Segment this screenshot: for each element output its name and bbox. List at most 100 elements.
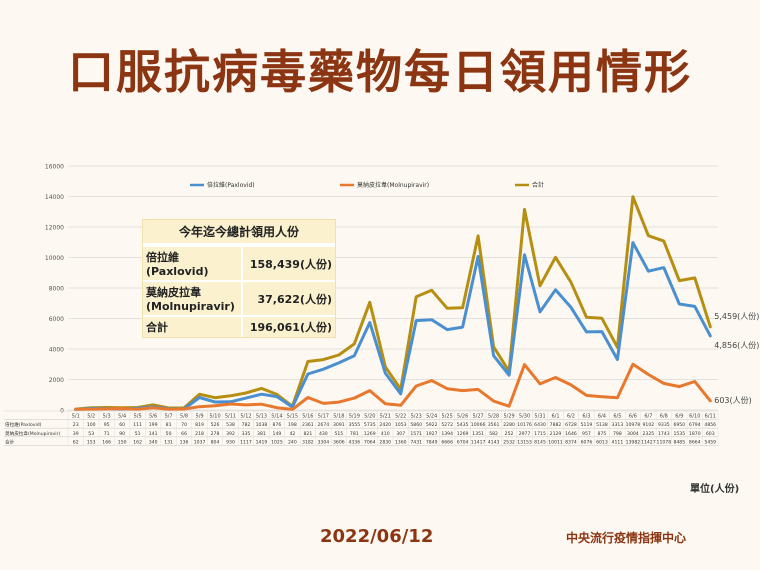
table-cell: 10978 [626, 422, 641, 428]
table-cell: 5138 [596, 422, 608, 428]
x-tick-label: 5/10 [209, 414, 220, 420]
table-cell: 7431 [410, 439, 422, 445]
end-label-total: 5,459(人份) [714, 311, 759, 321]
x-tick-label: 6/5 [613, 414, 621, 420]
table-cell: 136 [180, 439, 189, 445]
summary-label: 莫納皮拉韋 [146, 286, 201, 299]
table-cell: 1394 [441, 431, 453, 437]
table-row-label: 倍拉維(Paxlovid) [5, 421, 42, 428]
x-tick-label: 5/11 [225, 414, 236, 420]
y-tick-label: 8000 [49, 286, 64, 293]
table-cell: 1715 [534, 431, 546, 437]
table-cell: 307 [396, 431, 405, 437]
table-cell: 278 [211, 431, 220, 437]
table-cell: 1535 [673, 431, 685, 437]
x-tick-label: 5/31 [534, 414, 545, 420]
table-cell: 10011 [548, 439, 563, 445]
y-tick-label: 4000 [49, 347, 64, 354]
x-tick-label: 6/10 [689, 414, 700, 420]
table-cell: 875 [598, 431, 607, 437]
x-tick-label: 5/14 [271, 414, 282, 420]
table-cell: 3606 [333, 439, 345, 445]
table-cell: 39 [73, 431, 79, 437]
table-cell: 6794 [689, 422, 701, 428]
x-tick-label: 5/13 [256, 414, 267, 420]
table-cell: 7849 [426, 439, 438, 445]
x-tick-label: 5/18 [333, 414, 344, 420]
x-tick-label: 6/3 [582, 414, 590, 420]
x-tick-label: 5/3 [103, 414, 111, 420]
table-cell: 5459 [704, 439, 716, 445]
table-cell: 11427 [641, 439, 656, 445]
table-cell: 252 [505, 431, 514, 437]
table-cell: 603 [706, 431, 715, 437]
unit-label: 單位(人份) [690, 484, 740, 495]
legend-label: 倍拉維(Paxlovid) [207, 181, 255, 189]
table-cell: 162 [133, 439, 142, 445]
y-tick-label: 16000 [45, 164, 64, 171]
x-tick-label: 5/22 [395, 414, 406, 420]
table-cell: 1360 [395, 439, 407, 445]
x-tick-label: 5/24 [426, 414, 437, 420]
table-cell: 95 [104, 422, 110, 428]
table-cell: 6666 [441, 439, 453, 445]
table-cell: 5922 [426, 422, 438, 428]
table-cell: 9102 [643, 422, 655, 428]
table-cell: 141 [149, 431, 158, 437]
table-cell: 198 [288, 422, 297, 428]
table-cell: 381 [257, 431, 266, 437]
table-cell: 821 [303, 431, 312, 437]
table-cell: 6013 [596, 439, 608, 445]
summary-title: 今年迄今總計領用人份 [143, 220, 335, 245]
table-cell: 410 [381, 431, 390, 437]
table-cell: 7882 [550, 422, 562, 428]
summary-sublabel: (Molnupiravir) [146, 300, 235, 313]
x-tick-label: 5/21 [380, 414, 391, 420]
page-title: 口服抗病毒藥物每日領用情形 [68, 45, 692, 99]
table-cell: 6430 [534, 422, 546, 428]
x-tick-label: 6/6 [629, 414, 637, 420]
x-tick-label: 5/9 [196, 414, 204, 420]
x-tick-label: 5/20 [364, 414, 375, 420]
x-tick-label: 5/23 [411, 414, 422, 420]
table-cell: 166 [102, 439, 111, 445]
table-cell: 781 [350, 431, 359, 437]
summary-row-total: 合計 196,061(人份) [143, 315, 335, 337]
table-cell: 1269 [364, 431, 376, 437]
table-cell: 1743 [658, 431, 670, 437]
table-cell: 2830 [379, 439, 391, 445]
y-tick-label: 2000 [49, 377, 64, 384]
legend-label: 莫納皮拉韋(Molnupiravir) [357, 181, 429, 189]
summary-value: 196,061(人份) [241, 315, 335, 337]
table-cell: 1646 [565, 431, 577, 437]
table-cell: 1053 [395, 422, 407, 428]
table-cell: 10176 [517, 422, 532, 428]
table-cell: 111 [133, 422, 142, 428]
table-cell: 1025 [271, 439, 283, 445]
x-tick-label: 6/9 [675, 414, 683, 420]
y-tick-label: 6000 [49, 316, 64, 323]
table-cell: 5119 [581, 422, 593, 428]
table-cell: 199 [149, 422, 158, 428]
table-cell: 131 [164, 439, 173, 445]
table-cell: 1419 [256, 439, 268, 445]
table-cell: 90 [119, 431, 125, 437]
table-cell: 81 [166, 422, 172, 428]
table-cell: 23 [73, 422, 79, 428]
x-tick-label: 6/11 [705, 414, 716, 420]
table-cell: 804 [211, 439, 220, 445]
table-cell: 1037 [194, 439, 206, 445]
table-cell: 3313 [612, 422, 624, 428]
table-cell: 3555 [348, 422, 360, 428]
table-cell: 11417 [471, 439, 486, 445]
table-cell: 957 [582, 431, 591, 437]
table-cell: 2129 [550, 431, 562, 437]
table-cell: 2977 [519, 431, 531, 437]
x-tick-label: 5/25 [442, 414, 453, 420]
x-tick-label: 5/7 [165, 414, 173, 420]
table-cell: 515 [334, 431, 343, 437]
table-cell: 8374 [565, 439, 577, 445]
table-cell: 3004 [627, 431, 639, 437]
x-tick-label: 5/8 [180, 414, 188, 420]
x-tick-label: 5/19 [349, 414, 360, 420]
